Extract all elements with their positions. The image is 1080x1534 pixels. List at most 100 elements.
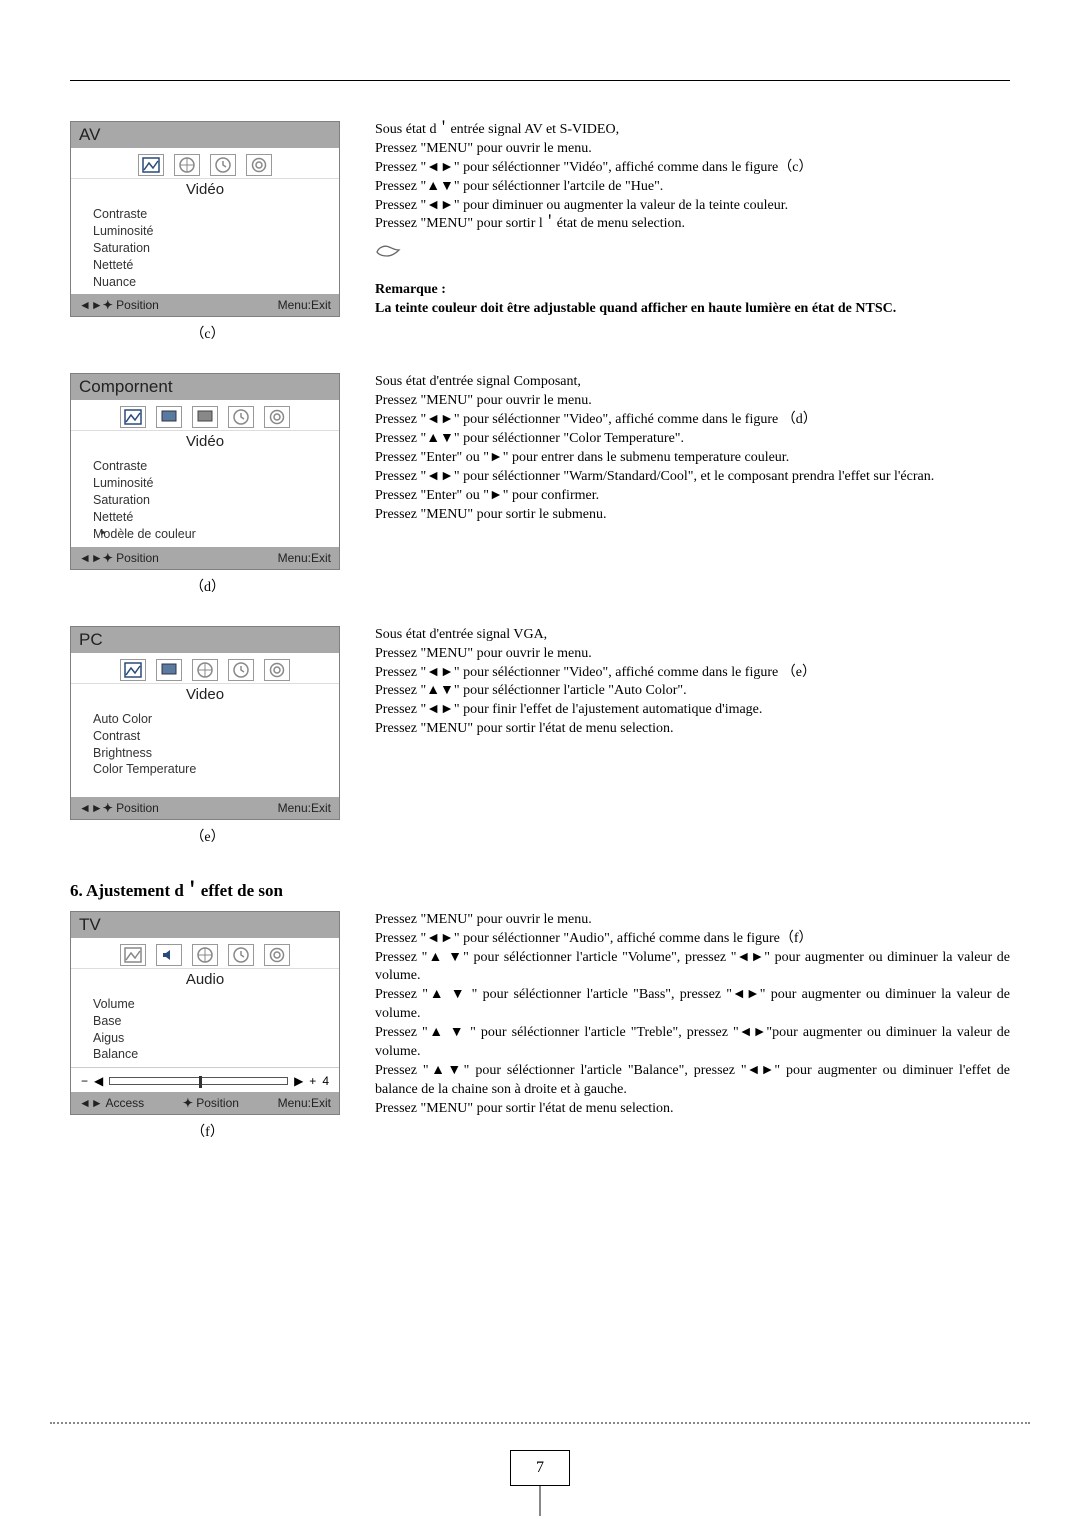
foot-right: Menu:Exit — [278, 551, 331, 565]
tab-picture-icon — [120, 406, 146, 428]
text-pc: Sous état d'entrée signal VGA, Pressez "… — [375, 626, 1010, 739]
osd-item: Luminosité — [93, 475, 331, 492]
remark-body: La teinte couleur doit être adjustable q… — [375, 300, 1010, 319]
osd-item: Netteté — [93, 257, 331, 274]
text-line: Pressez "◄►" pour séléctionner "Video", … — [375, 664, 1010, 683]
osd-pc-foot: ◄►✦ Position Menu:Exit — [71, 797, 339, 819]
osd-item: Auto Color — [93, 711, 331, 728]
osd-comp: Compornent Vidéo Contraste Luminosité Sa… — [70, 373, 340, 569]
text-line: Pressez "MENU" pour sortir l'état de men… — [375, 720, 1010, 739]
text-line: Pressez "▲ ▼" pour séléctionner l'articl… — [375, 949, 1010, 987]
fig-label-c: （c） — [70, 323, 345, 343]
tab-clock-icon — [228, 659, 254, 681]
text-line: Pressez "▲▼" pour séléctionner l'artcile… — [375, 178, 1010, 197]
foot-left: ◄►✦ Position — [79, 551, 159, 565]
osd-pc-tabs — [71, 653, 339, 683]
osd-item: Saturation — [93, 492, 331, 509]
tab-gear-icon — [264, 406, 290, 428]
tab-picture-icon — [120, 659, 146, 681]
tab-screen2-icon — [192, 406, 218, 428]
text-line: Pressez "◄►" pour séléctionner "Video", … — [375, 411, 1010, 430]
osd-item: Contrast — [93, 728, 331, 745]
tab-screen-icon — [156, 659, 182, 681]
foot-left: ◄►✦ Position — [79, 801, 159, 815]
foot-mid: ✦ Position — [144, 1096, 278, 1110]
balance-bar: − ◀ ▶ + 4 — [71, 1067, 339, 1092]
row-av: AV Vidéo Contraste Luminosité Saturation… — [70, 121, 1010, 343]
text-line: Pressez "▲ ▼ " pour séléctionner l'artic… — [375, 986, 1010, 1024]
row-tv: TV Audio Volume Base Aigus Balance − ◀ ▶ — [70, 911, 1010, 1142]
osd-item: Saturation — [93, 240, 331, 257]
text-line: Sous état d'entrée signal VGA, — [375, 626, 1010, 645]
tab-gear-icon — [264, 659, 290, 681]
tab-clock-icon — [210, 154, 236, 176]
speaker-left-icon: ◀ — [94, 1074, 103, 1088]
hand-icon — [375, 242, 403, 267]
minus-icon: − — [81, 1074, 88, 1088]
osd-tv-section: Audio — [71, 968, 339, 992]
fig-label-e: （e） — [70, 826, 345, 846]
tab-clock-icon — [228, 944, 254, 966]
osd-comp-foot: ◄►✦ Position Menu:Exit — [71, 547, 339, 569]
foot-right: Menu:Exit — [278, 1096, 331, 1110]
osd-item: Balance — [93, 1046, 331, 1063]
text-line: Pressez "◄►" pour diminuer ou augmenter … — [375, 197, 1010, 216]
fig-label-f: （f） — [70, 1121, 345, 1141]
text-line: Pressez "◄►" pour finir l'effet de l'aju… — [375, 701, 1010, 720]
tab-globe-icon — [174, 154, 200, 176]
osd-item: Volume — [93, 996, 331, 1013]
osd-item: Modèle de couleur — [93, 527, 196, 541]
tab-audio-icon — [156, 944, 182, 966]
osd-item: Nuance — [93, 274, 331, 291]
text-tv: Pressez "MENU" pour ouvrir le menu. Pres… — [375, 911, 1010, 1119]
text-line: Pressez "◄►" pour séléctionner "Audio", … — [375, 930, 1010, 949]
osd-comp-items: Contraste Luminosité Saturation Netteté … — [71, 454, 339, 546]
text-line: Pressez "MENU" pour ouvrir le menu. — [375, 140, 1010, 159]
osd-item: Netteté — [93, 509, 331, 526]
osd-av-title: AV — [71, 122, 339, 148]
osd-tv-tabs — [71, 938, 339, 968]
text-line: Pressez "MENU" pour sortir l'état de men… — [375, 1100, 1010, 1119]
osd-comp-section: Vidéo — [71, 430, 339, 454]
row-component: Compornent Vidéo Contraste Luminosité Sa… — [70, 373, 1010, 595]
osd-comp-tabs — [71, 400, 339, 430]
foot-left: ◄►✦ Position — [79, 298, 159, 312]
plus-icon: + — [309, 1074, 316, 1088]
tab-picture-icon — [120, 944, 146, 966]
osd-av-items: Contraste Luminosité Saturation Netteté … — [71, 202, 339, 294]
text-line: Pressez "Enter" ou "►" pour entrer dans … — [375, 449, 1010, 468]
row-pc: PC Video Auto Color Contrast Brightness … — [70, 626, 1010, 846]
dotted-rule — [50, 1422, 1030, 1424]
text-line: Pressez "▲▼" pour séléctionner l'article… — [375, 1062, 1010, 1100]
osd-tv-foot: ◄► Access ✦ Position Menu:Exit — [71, 1092, 339, 1114]
foot-right: Menu:Exit — [278, 298, 331, 312]
text-line: Pressez "MENU" pour sortir le submenu. — [375, 506, 1010, 525]
text-line: Pressez "◄►" pour séléctionner "Warm/Sta… — [375, 468, 1010, 487]
osd-comp-title: Compornent — [71, 374, 339, 400]
text-line: Pressez "▲ ▼ " pour séléctionner l'artic… — [375, 1024, 1010, 1062]
text-line: Pressez "MENU" pour ouvrir le menu. — [375, 645, 1010, 664]
osd-av-foot: ◄►✦ Position Menu:Exit — [71, 294, 339, 316]
text-line: Pressez "MENU" pour ouvrir le menu. — [375, 392, 1010, 411]
balance-track — [109, 1077, 288, 1085]
top-rule — [70, 80, 1010, 81]
foot-right: Menu:Exit — [278, 801, 331, 815]
osd-tv-items: Volume Base Aigus Balance — [71, 992, 339, 1068]
tab-screen-icon — [156, 406, 182, 428]
osd-av-tabs — [71, 148, 339, 178]
speaker-right-icon: ▶ — [294, 1074, 303, 1088]
osd-av: AV Vidéo Contraste Luminosité Saturation… — [70, 121, 340, 317]
osd-pc: PC Video Auto Color Contrast Brightness … — [70, 626, 340, 820]
osd-item: Contraste — [93, 458, 331, 475]
text-line: Pressez "▲▼" pour séléctionner "Color Te… — [375, 430, 1010, 449]
osd-av-section: Vidéo — [71, 178, 339, 202]
osd-item: Color Temperature — [93, 761, 331, 778]
osd-item: Aigus — [93, 1030, 331, 1047]
osd-item: Contraste — [93, 206, 331, 223]
text-line: Pressez "▲▼" pour séléctionner l'article… — [375, 682, 1010, 701]
text-line: Pressez "MENU" pour ouvrir le menu. — [375, 911, 1010, 930]
balance-thumb — [199, 1076, 202, 1088]
osd-item: Luminosité — [93, 223, 331, 240]
text-line: Pressez "◄►" pour séléctionner "Vidéo", … — [375, 159, 1010, 178]
tab-gear-icon — [246, 154, 272, 176]
